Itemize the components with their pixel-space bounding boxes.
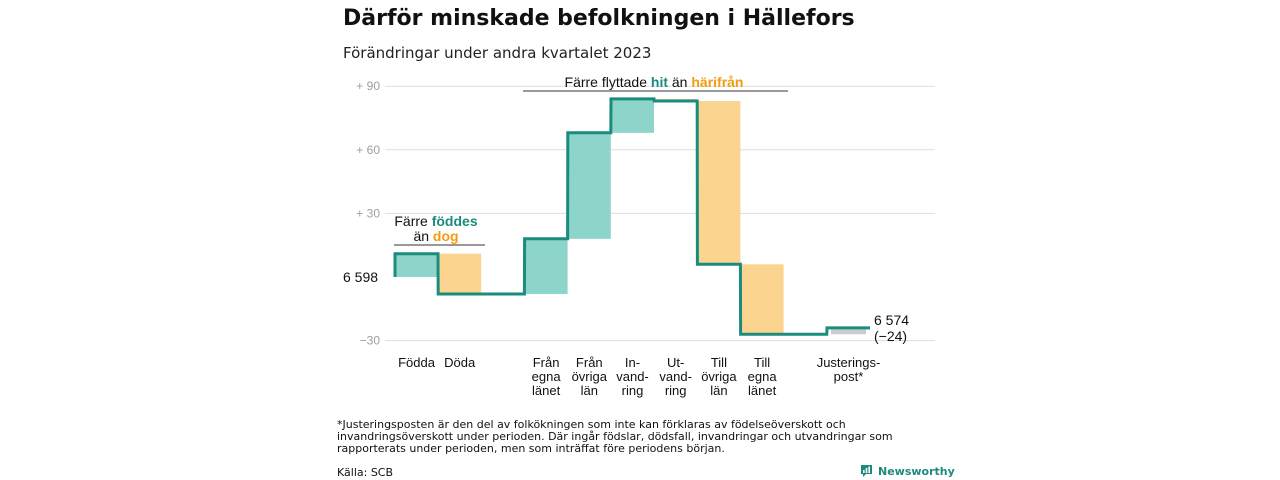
footnote: *Justeringsposten är den del av folkökni…: [337, 418, 893, 455]
x-category-label: post*: [834, 369, 864, 384]
labels: Födda Döda FrånegnalänetFrånövrigalänIn-va…: [398, 355, 880, 398]
chart-subtitle: Förändringar under andra kvartalet 2023: [343, 44, 652, 62]
migration-in-highlight: hit: [651, 74, 668, 90]
x-category-label: länet: [532, 383, 561, 398]
x-category-label: ring: [622, 383, 644, 398]
adjustment-bar: [831, 327, 866, 335]
waterfall-bar: [611, 98, 654, 133]
y-tick-label: + 60: [356, 143, 380, 157]
source-label: Källa: SCB: [337, 466, 394, 479]
waterfall-bar: [438, 253, 482, 294]
end-change-label: (−24): [874, 328, 907, 344]
x-category-label: Från: [533, 355, 560, 370]
bars: [395, 98, 866, 335]
x-category-label: Till: [754, 355, 770, 370]
migration-annotation: Färre flyttade hit än härifrån: [565, 74, 744, 90]
y-tick-label: −30: [360, 334, 381, 348]
x-category-label: vand-: [659, 369, 692, 384]
brand-logo: Newsworthy: [860, 464, 955, 478]
x-category-label: Ut-: [667, 355, 684, 370]
x-category-label: egna: [748, 369, 778, 384]
x-category-label: In-: [625, 355, 640, 370]
x-category-label: egna: [532, 369, 562, 384]
brand-name: Newsworthy: [878, 464, 955, 478]
step-line: [393, 97, 870, 336]
waterfall-bar: [567, 132, 611, 239]
start-value-label: 6 598: [343, 269, 378, 285]
x-category-label: Födda: [398, 355, 436, 370]
x-category-label: ring: [665, 383, 687, 398]
x-category-label: Justerings-: [817, 355, 881, 370]
waterfall-bar: [697, 101, 741, 265]
end-value-label: 6 574: [874, 312, 909, 328]
y-tick-label: + 30: [356, 206, 380, 220]
births-annotation-line2: än dog: [413, 228, 458, 244]
x-category-label: län: [581, 383, 598, 398]
x-category-label: vand-: [616, 369, 649, 384]
deaths-highlight: dog: [433, 228, 459, 244]
x-category-label: länet: [748, 383, 777, 398]
x-category-label: Från: [576, 355, 603, 370]
gridlines: + 90 + 60 + 30 −30: [356, 79, 935, 348]
x-category-label: län: [710, 383, 727, 398]
cumulative-step-line: [393, 97, 870, 336]
x-category-label: övriga: [572, 369, 608, 384]
waterfall-bar: [395, 253, 438, 277]
chart-title: Därför minskade befolkningen i Hällefors: [343, 6, 855, 31]
waterfall-bar: [740, 264, 784, 335]
newsworthy-logo-icon: [861, 465, 872, 477]
x-category-label: Döda: [444, 355, 476, 370]
x-category-label: Till: [711, 355, 727, 370]
births-highlight: föddes: [432, 213, 478, 229]
migration-out-highlight: härifrån: [691, 74, 743, 90]
x-category-label: övriga: [701, 369, 737, 384]
waterfall-bar: [524, 238, 568, 294]
births-annotation-line1: Färre föddes: [394, 213, 477, 229]
y-tick-label: + 90: [356, 79, 380, 93]
